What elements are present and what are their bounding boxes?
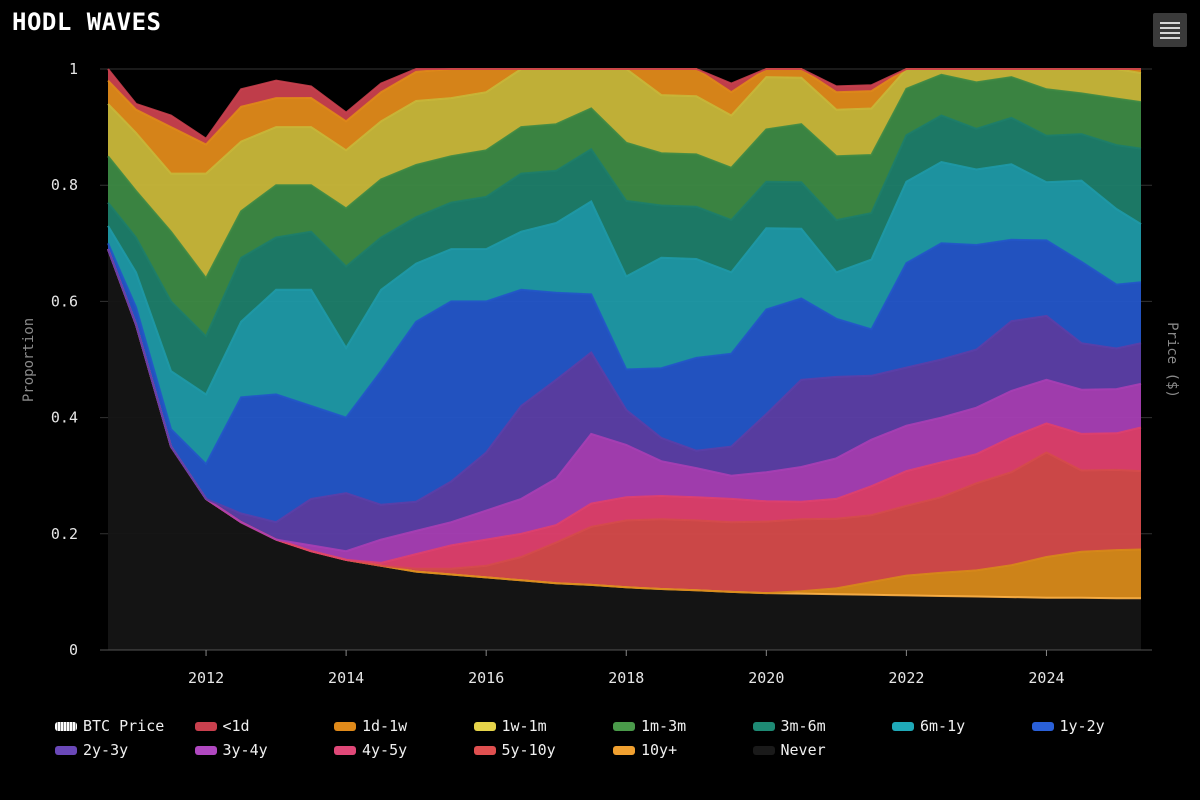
legend-item[interactable]: 6m-1y [892, 717, 1032, 735]
hodl-waves-chart: 0 0.2 0.4 0.6 0.8 1 2012 2014 2016 2018 2020 2022 20… [21, 60, 1180, 687]
legend-swatch [334, 745, 356, 755]
legend-item[interactable]: 1y-2y [1031, 717, 1172, 735]
legend-label: 10y+ [641, 741, 678, 759]
line-6m-1y [107, 160, 1142, 396]
legend-swatch [194, 721, 217, 731]
x-tick-label: 2020 [748, 669, 784, 687]
legend-item[interactable]: 10y+ [613, 741, 753, 759]
x-tick-label: 2016 [468, 669, 504, 687]
area-10y+ [108, 249, 1141, 599]
line-<1d [107, 68, 1141, 141]
area-4y-5y [108, 249, 1141, 569]
legend-label: BTC Price [83, 717, 165, 735]
legend-item[interactable]: 1w-1m [473, 717, 614, 735]
y-tick-label: 0.2 [51, 525, 78, 543]
legend-swatch [892, 721, 914, 731]
legend-item[interactable]: 5y-10y [473, 741, 614, 759]
y-tick-label: 0.8 [51, 176, 78, 194]
x-tick-label: 2024 [1028, 669, 1064, 687]
chart-legend: BTC Price <1d 1d-1w 1w-1m 1m-3m 3m-6m 6m-1y 1y-… [55, 717, 1175, 759]
legend-swatch [1031, 721, 1054, 731]
y-tick-label: 0.6 [51, 292, 78, 310]
legend-label: 3y-4y [222, 741, 268, 759]
legend-swatch [473, 745, 496, 755]
area-3m-6m [108, 115, 1141, 395]
legend-label: 3m-6m [780, 717, 826, 735]
legend-swatch [194, 745, 217, 755]
legend-label: 1y-2y [1059, 717, 1105, 735]
line-3m-6m [107, 114, 1142, 339]
y-tick-label: 0 [69, 641, 78, 659]
y-tick-label: 1 [69, 60, 78, 78]
legend-item[interactable]: 1m-3m [613, 717, 753, 735]
legend-item[interactable]: 2y-3y [55, 741, 195, 759]
x-tick-label: 2012 [188, 669, 224, 687]
legend-label: 1m-3m [641, 717, 687, 735]
legend-item[interactable]: <1d [194, 717, 335, 735]
legend-swatch [55, 721, 77, 731]
line-2y-3y [107, 248, 1142, 524]
area-6m-1y [108, 162, 1141, 465]
line-1y-2y [107, 238, 1142, 466]
legend-item[interactable]: 4y-5y [334, 741, 474, 759]
area-Never [108, 249, 1141, 650]
legend-label: <1d [222, 717, 250, 735]
area-<1d [108, 69, 1141, 145]
legend-swatch [613, 745, 635, 755]
legend-swatch [752, 721, 775, 731]
chart-title: HODL WAVES [12, 8, 162, 36]
line-3y-4y [107, 248, 1142, 553]
legend-swatch [55, 745, 77, 755]
legend-label: 4y-5y [362, 741, 408, 759]
area-1y-2y [108, 239, 1141, 523]
hamburger-icon[interactable] [1153, 13, 1187, 47]
legend-item[interactable]: 3m-6m [752, 717, 893, 735]
y-axis-right-label: Price ($) [1164, 322, 1180, 398]
x-tick-label: 2022 [888, 669, 924, 687]
legend-label: 2y-3y [83, 741, 129, 759]
area-1w-1m [108, 69, 1141, 279]
legend-label: 5y-10y [501, 741, 556, 759]
area-1m-3m [108, 74, 1141, 337]
x-tick-label: 2018 [608, 669, 644, 687]
legend-item[interactable]: Never [752, 741, 893, 759]
legend-item[interactable]: 1d-1w [334, 717, 474, 735]
legend-label: Never [780, 741, 826, 759]
legend-swatch [613, 721, 635, 731]
line-1m-3m [107, 73, 1142, 281]
legend-label: 1w-1m [501, 717, 547, 735]
legend-item[interactable]: BTC Price [55, 717, 195, 735]
legend-swatch [752, 745, 775, 755]
x-tick-label: 2014 [328, 669, 364, 687]
legend-label: 6m-1y [920, 717, 966, 735]
legend-item[interactable]: 3y-4y [194, 741, 335, 759]
legend-swatch [334, 721, 356, 731]
y-tick-label: 0.4 [51, 409, 78, 427]
legend-label: 1d-1w [362, 717, 408, 735]
legend-swatch [473, 721, 496, 731]
y-axis-label: Proportion [21, 318, 37, 402]
area-2y-3y [108, 249, 1141, 552]
